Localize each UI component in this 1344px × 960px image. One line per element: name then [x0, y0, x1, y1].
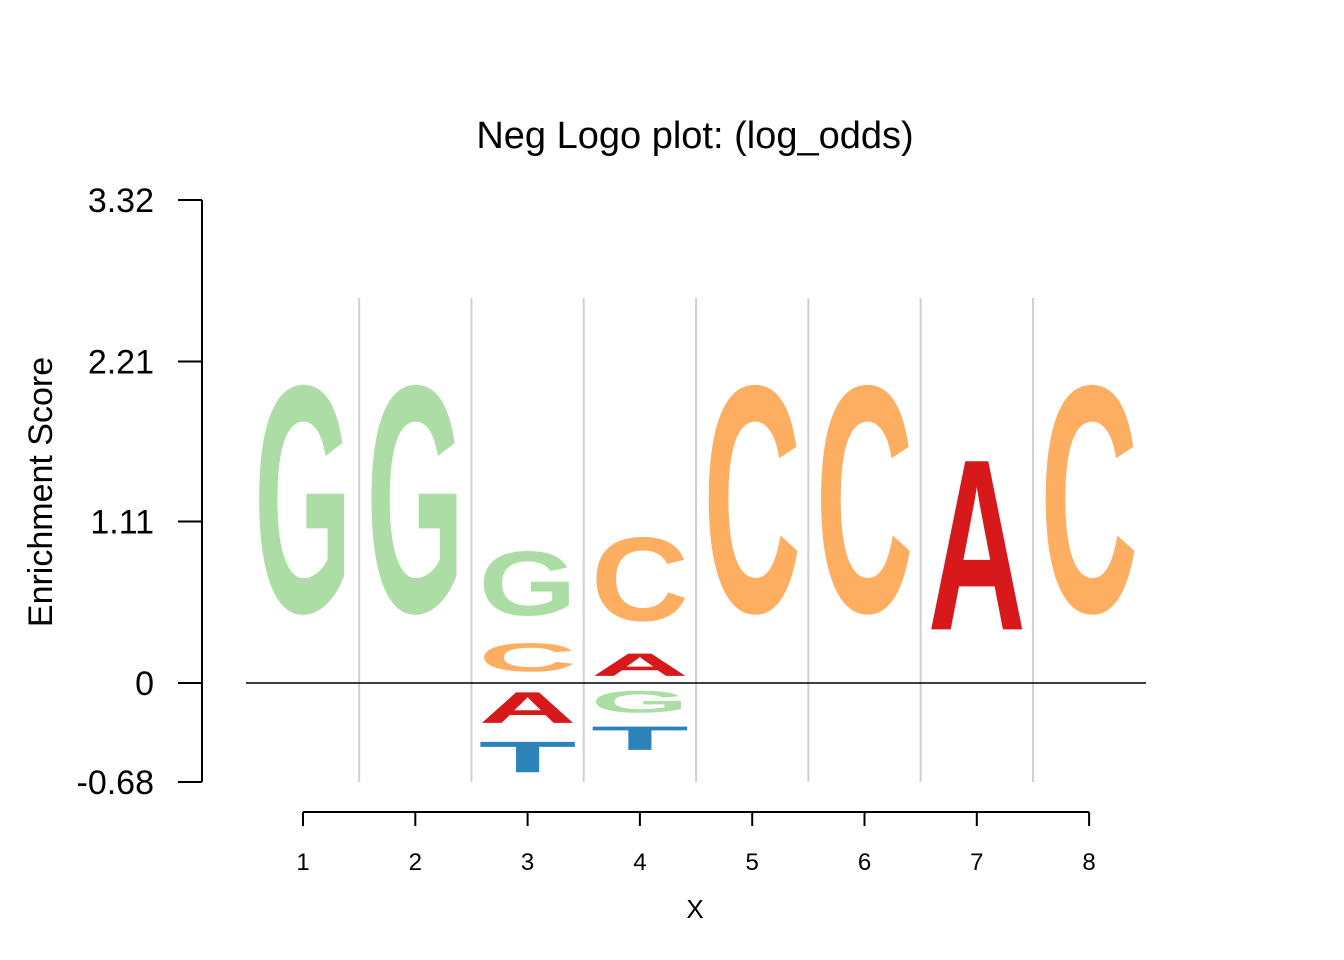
logo-letter-t: T [591, 719, 689, 757]
logo-letter-a: A [479, 683, 577, 732]
logo-letter-glyph: A [479, 683, 577, 732]
logo-letter-glyph: C [703, 318, 801, 681]
logo-letter-c: C [479, 635, 577, 680]
x-axis-label: X [686, 894, 703, 924]
logo-letter-c: C [816, 318, 914, 681]
logo-letter-glyph: C [816, 318, 914, 681]
y-tick-label: 0 [135, 665, 154, 703]
position-separators [358, 298, 1034, 782]
logo-letter-glyph: A [591, 647, 689, 683]
logo-letter-c: C [1040, 318, 1138, 681]
x-tick-label: 4 [633, 849, 646, 876]
logo-letter-t: T [479, 732, 577, 781]
chart-title: Neg Logo plot: (log_odds) [476, 115, 913, 157]
x-tick-label: 7 [970, 849, 983, 876]
logo-letter-glyph: A [928, 408, 1026, 681]
y-tick-label: 3.32 [88, 182, 154, 220]
x-tick-label: 1 [296, 849, 309, 876]
x-tick-label: 5 [746, 849, 759, 876]
logo-letter-c: C [703, 318, 801, 681]
logo-letter-g: G [366, 319, 464, 682]
x-tick-label: 6 [858, 849, 871, 876]
logo-letter-glyph: C [1040, 318, 1138, 681]
logo-letter-glyph: C [479, 635, 577, 680]
logo-letter-glyph: G [591, 685, 689, 720]
y-tick-label: -0.68 [77, 764, 155, 802]
logo-letter-glyph: T [591, 719, 689, 757]
logo-letter-a: A [591, 647, 689, 683]
x-tick-label: 3 [521, 849, 534, 876]
logo-letter-g: G [254, 319, 352, 682]
x-tick-label: 8 [1082, 849, 1095, 876]
logo-letter-glyph: G [254, 319, 352, 682]
x-tick-label: 2 [409, 849, 422, 876]
x-axis: 1 2 3 4 5 6 7 8 [296, 811, 1096, 876]
logo-letter-glyph: G [479, 532, 577, 635]
logo-letter-g: G [591, 685, 689, 720]
y-tick-label: 1.11 [90, 504, 154, 542]
y-axis-label: Enrichment Score [22, 357, 60, 627]
logo-letter-a: A [928, 408, 1026, 681]
y-tick-label: 2.21 [88, 344, 154, 382]
logo-letter-glyph: C [591, 513, 689, 647]
y-axis: 3.32 2.21 1.11 0 -0.68 [77, 182, 203, 802]
logo-letter-g: G [479, 532, 577, 635]
logo-letter-glyph: G [366, 319, 464, 682]
logo-letter-glyph: T [479, 732, 577, 781]
logo-letter-c: C [591, 513, 689, 647]
